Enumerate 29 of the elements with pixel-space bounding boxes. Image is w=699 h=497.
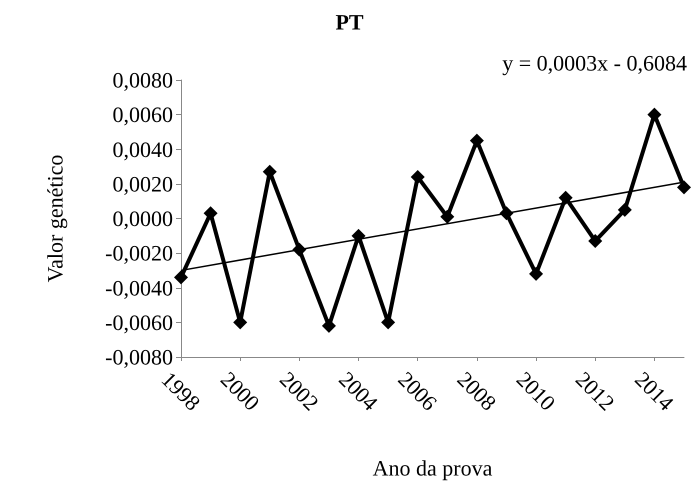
y-tick-label: 0,0000 [112,206,173,231]
point [292,242,306,257]
point [440,210,454,224]
point [470,134,484,148]
point [558,190,573,205]
point [588,234,602,248]
point [204,206,218,220]
point [322,318,336,333]
point [618,202,632,217]
point [499,206,514,220]
y-tick-label: -0,0060 [105,310,173,335]
y-tick-label: 0,0060 [112,102,173,128]
point [529,266,544,281]
y-tick-label: 0,0040 [112,136,173,162]
point [677,180,691,194]
y-tick-label: 0,0080 [112,68,173,92]
x-tick-label: 1998 [156,366,206,416]
point [410,170,425,184]
x-axis-title: Ano da prova [372,456,493,480]
point [352,228,366,243]
chart-title: PT [335,10,364,34]
y-tick-label: -0,0020 [105,240,173,266]
y-tick-label: 0,0020 [112,171,173,196]
point [174,270,188,284]
y-tick-label: -0,0080 [105,344,173,370]
text: y = 0,0003x - 0,6084 [502,50,687,76]
point [647,108,662,122]
y-tick-label: -0,0040 [105,275,173,300]
y-axis-title: Valor genético [42,154,68,282]
